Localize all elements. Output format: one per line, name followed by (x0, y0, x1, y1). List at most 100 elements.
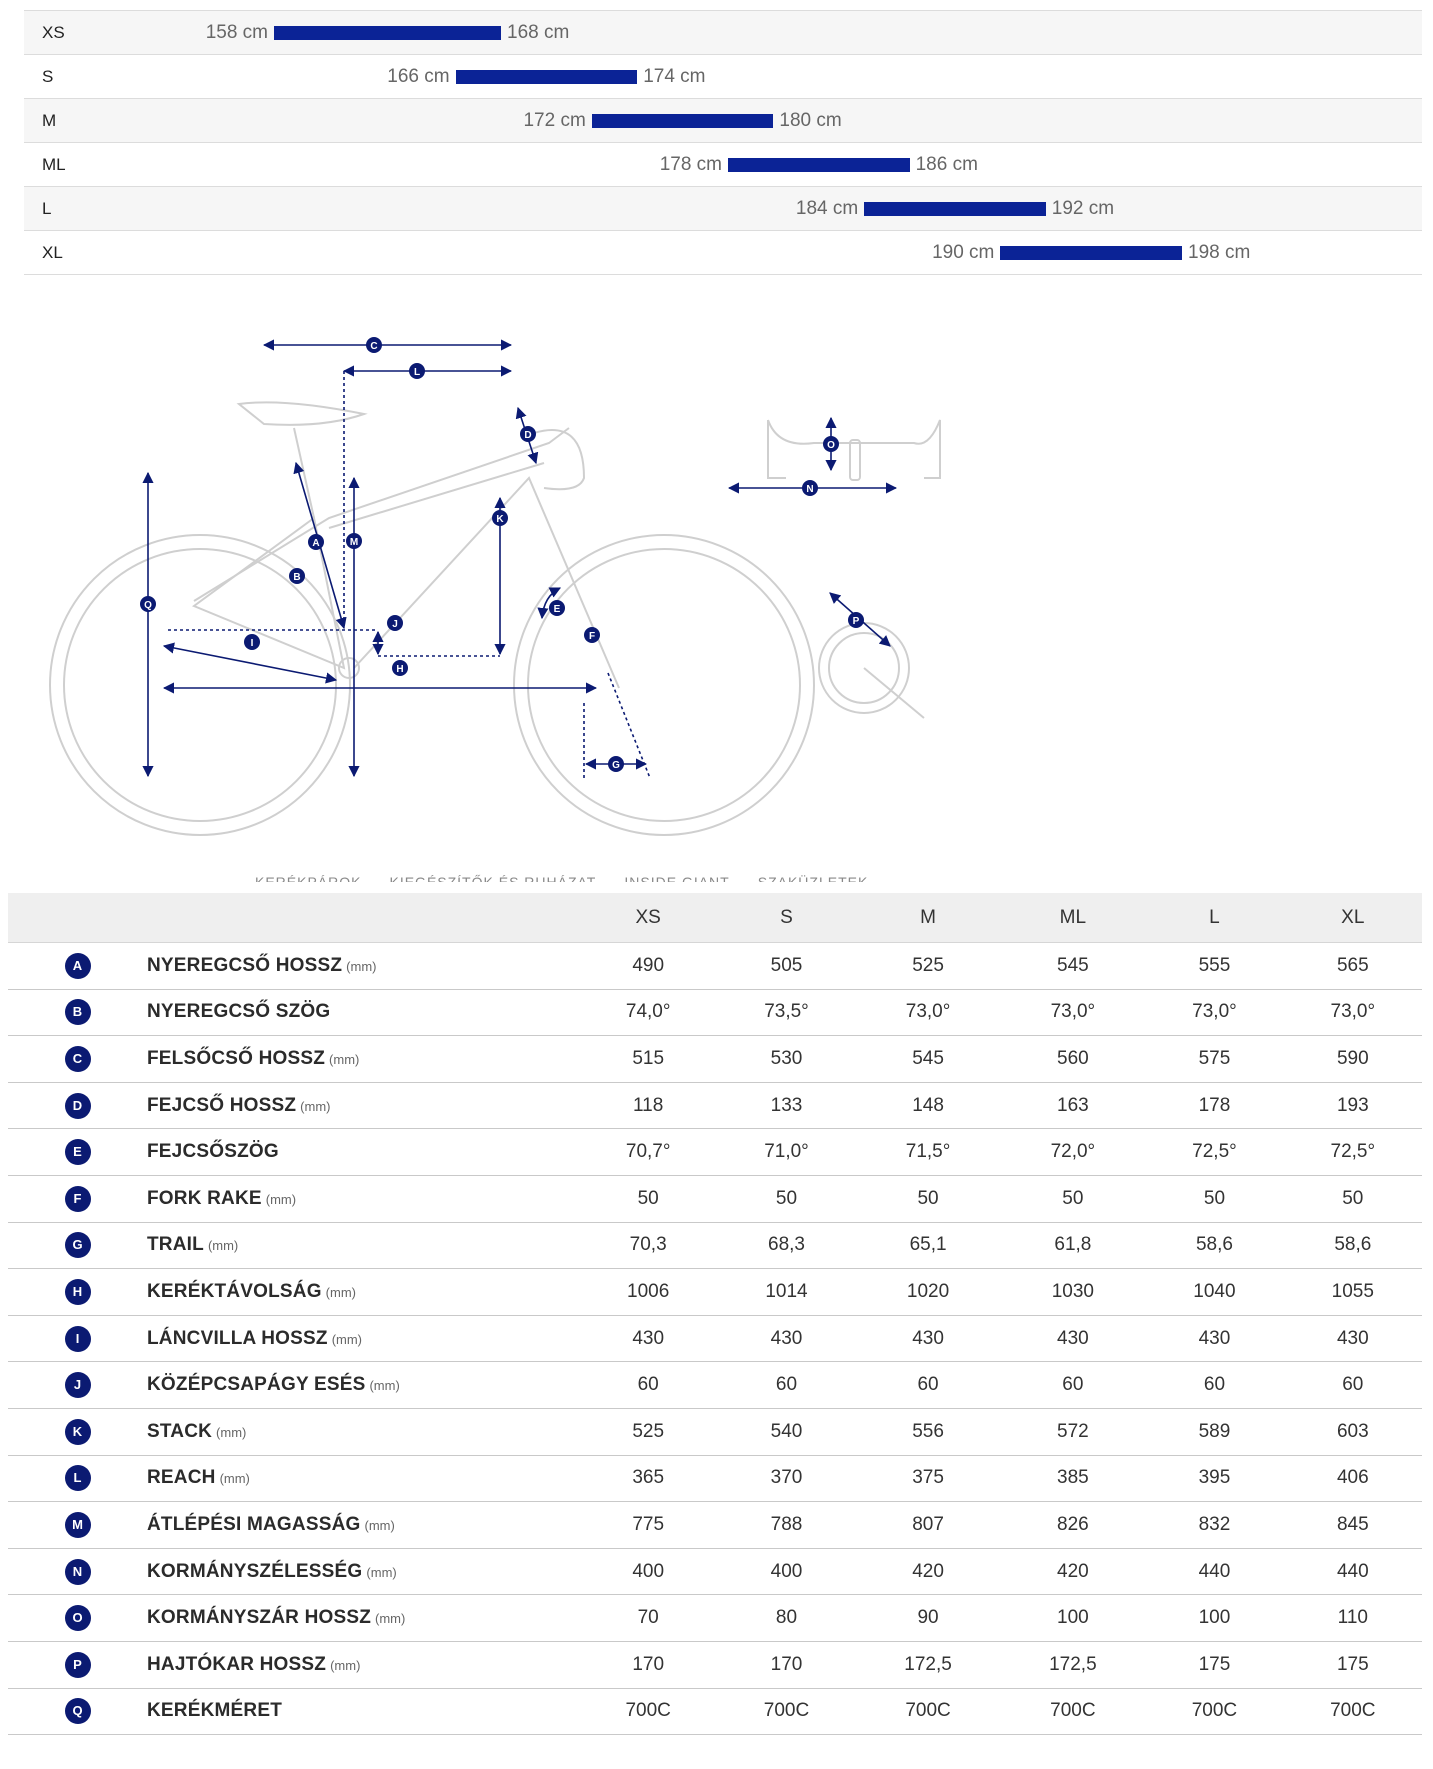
value-cell-m: 65,1 (855, 1222, 1001, 1270)
param-unit: (mm) (219, 1471, 250, 1487)
height-min-label: 190 cm (932, 242, 995, 263)
nav-strip: KERÉKPÁROK KIEGÉSZÍTŐK ÉS RUHÁZAT INSIDE G… (255, 870, 975, 882)
value-cell-xs: 490 (579, 942, 718, 990)
table-row: G TRAIL (mm) 70,3 68,3 65,1 61,8 58,6 58,6 (8, 1222, 1422, 1270)
diagram-label-k: K (492, 510, 508, 526)
value-cell-l: 58,6 (1145, 1222, 1284, 1270)
size-name: M (42, 111, 57, 130)
param-name-cell: KERÉKTÁVOLSÁG (mm) (147, 1268, 579, 1316)
height-min-label: 158 cm (205, 22, 268, 43)
param-key-cell: N (8, 1548, 147, 1596)
nav-link[interactable]: KERÉKPÁROK (255, 874, 362, 882)
value-cell-xl: 440 (1283, 1548, 1422, 1596)
param-key-badge: I (64, 1325, 91, 1352)
value-cell-ml: 163 (1000, 1082, 1146, 1130)
bike-drawing (49, 401, 941, 836)
value-cell-xs: 50 (579, 1175, 718, 1223)
param-key-cell: B (8, 989, 147, 1037)
param-name-cell: KORMÁNYSZÁR HOSSZ (mm) (147, 1594, 579, 1642)
value-cell-xl: 50 (1283, 1175, 1422, 1223)
svg-text:J: J (392, 619, 398, 630)
param-name-cell: FEJCSŐSZÖG (147, 1128, 579, 1176)
diagram-label-d: D (520, 426, 536, 442)
param-unit: (mm) (300, 1098, 331, 1114)
value-cell-l: 589 (1145, 1408, 1284, 1456)
table-row: B NYEREGCSŐ SZÖG 74,0° 73,5° 73,0° 73,0° 73,0°… (8, 989, 1422, 1037)
svg-text:L: L (414, 367, 420, 378)
param-key-cell: G (8, 1222, 147, 1270)
diagram-label-f: F (584, 627, 600, 643)
value-cell-s: 505 (717, 942, 856, 990)
size-name: L (42, 199, 52, 218)
svg-text:B: B (293, 572, 300, 583)
height-range-bar (274, 26, 501, 40)
table-row: Q KERÉKMÉRET 700C 700C 700C 700C 700C 700C (8, 1688, 1422, 1736)
param-unit: (mm) (325, 1284, 356, 1300)
value-cell-l: 50 (1145, 1175, 1284, 1223)
value-cell-ml: 430 (1000, 1315, 1146, 1363)
param-name-cell: KERÉKMÉRET (147, 1688, 579, 1736)
param-key-badge: F (64, 1185, 91, 1212)
value-cell-xs: 60 (579, 1361, 718, 1409)
value-cell-s: 80 (717, 1594, 856, 1642)
value-cell-xs: 430 (579, 1315, 718, 1363)
height-range-bar (1000, 246, 1182, 260)
value-cell-xl: 406 (1283, 1455, 1422, 1503)
value-cell-xl: 60 (1283, 1361, 1422, 1409)
diagram-label-i: I (244, 634, 260, 650)
param-key-badge: J (64, 1372, 91, 1399)
param-name-cell: LÁNCVILLA HOSSZ (mm) (147, 1315, 579, 1363)
height-min-label: 172 cm (523, 110, 586, 131)
value-cell-s: 530 (717, 1035, 856, 1083)
param-key-badge: D (64, 1092, 91, 1119)
param-key-badge: K (64, 1418, 91, 1445)
param-key-badge: Q (64, 1698, 91, 1725)
param-name: KORMÁNYSZÁR HOSSZ (147, 1607, 372, 1629)
diagram-label-c: C (366, 337, 382, 353)
param-unit: (mm) (265, 1191, 297, 1207)
size-row: XS 158 cm 168 cm (24, 10, 1422, 54)
table-row: A NYEREGCSŐ HOSSZ (mm) 490 505 525 545 555 565 (8, 942, 1422, 990)
param-key-badge: G (64, 1232, 91, 1259)
value-cell-s: 400 (717, 1548, 856, 1596)
value-cell-s: 170 (717, 1641, 856, 1689)
value-cell-s: 71,0° (717, 1128, 856, 1176)
nav-link[interactable]: KIEGÉSZÍTŐK ÉS RUHÁZAT (389, 874, 597, 882)
param-unit: (mm) (375, 1611, 406, 1627)
param-unit: (mm) (207, 1238, 239, 1254)
value-cell-xl: 175 (1283, 1641, 1422, 1689)
value-cell-xs: 525 (579, 1408, 718, 1456)
param-unit: (mm) (369, 1378, 400, 1394)
header-size-xs: XS (579, 893, 718, 943)
param-name-cell: REACH (mm) (147, 1455, 579, 1503)
value-cell-xs: 400 (579, 1548, 718, 1596)
param-unit: (mm) (330, 1657, 361, 1673)
value-cell-xs: 70 (579, 1594, 718, 1642)
nav-link[interactable]: INSIDE GIANT (624, 874, 730, 882)
value-cell-xs: 775 (579, 1501, 718, 1549)
value-cell-xl: 430 (1283, 1315, 1422, 1363)
value-cell-s: 370 (717, 1455, 856, 1503)
param-name: KÖZÉPCSAPÁGY ESÉS (147, 1374, 366, 1396)
value-cell-s: 50 (717, 1175, 856, 1223)
value-cell-m: 148 (855, 1082, 1001, 1130)
param-name: KERÉKTÁVOLSÁG (147, 1280, 322, 1302)
param-key-cell: E (8, 1128, 147, 1176)
nav-link[interactable]: SZAKÜZLETEK (757, 874, 869, 882)
value-cell-m: 420 (855, 1548, 1001, 1596)
height-range-bar (728, 158, 910, 172)
param-unit: (mm) (329, 1051, 360, 1067)
svg-text:K: K (496, 514, 504, 525)
table-row: L REACH (mm) 365 370 375 385 395 406 (8, 1455, 1422, 1503)
value-cell-xs: 118 (579, 1082, 718, 1130)
diagram-label-e: E (549, 600, 565, 616)
param-name: TRAIL (147, 1234, 204, 1256)
param-key-cell: J (8, 1361, 147, 1409)
header-key (8, 893, 147, 943)
value-cell-xl: 58,6 (1283, 1222, 1422, 1270)
value-cell-l: 72,5° (1145, 1128, 1284, 1176)
param-unit: (mm) (331, 1331, 363, 1347)
size-row: XL 190 cm 198 cm (24, 230, 1422, 275)
param-key-cell: K (8, 1408, 147, 1456)
height-range-bar (864, 202, 1046, 216)
